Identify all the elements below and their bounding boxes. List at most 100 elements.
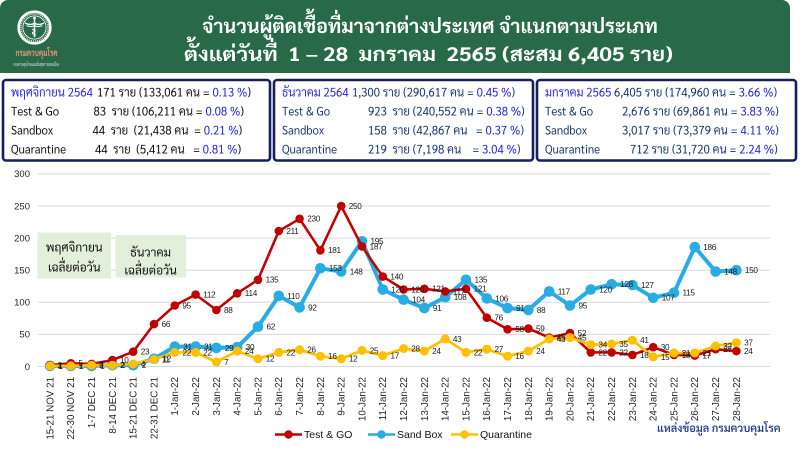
svg-text:22-Jan-22: 22-Jan-22 bbox=[607, 377, 618, 421]
svg-text:23: 23 bbox=[141, 348, 150, 357]
svg-text:5: 5 bbox=[78, 359, 83, 368]
svg-text:2: 2 bbox=[121, 361, 126, 370]
svg-text:17-Jan-22: 17-Jan-22 bbox=[503, 377, 514, 421]
svg-text:153: 153 bbox=[329, 264, 343, 273]
svg-text:2: 2 bbox=[120, 361, 125, 370]
svg-text:95: 95 bbox=[579, 301, 588, 310]
svg-text:13-Jan-22: 13-Jan-22 bbox=[420, 377, 431, 421]
svg-text:117: 117 bbox=[558, 287, 571, 296]
svg-text:21: 21 bbox=[703, 349, 712, 358]
svg-text:128: 128 bbox=[620, 280, 634, 289]
svg-text:181: 181 bbox=[328, 246, 342, 255]
svg-text:58: 58 bbox=[515, 325, 524, 334]
svg-text:24: 24 bbox=[744, 347, 753, 356]
svg-text:250: 250 bbox=[14, 201, 30, 212]
svg-text:18: 18 bbox=[640, 351, 649, 360]
svg-text:1: 1 bbox=[58, 362, 63, 371]
svg-text:14-Jan-22: 14-Jan-22 bbox=[441, 377, 452, 421]
svg-text:24: 24 bbox=[245, 347, 254, 356]
svg-text:16: 16 bbox=[515, 352, 524, 361]
svg-text:Test & GO: Test & GO bbox=[304, 429, 352, 441]
svg-text:2: 2 bbox=[99, 361, 104, 370]
svg-text:27: 27 bbox=[723, 345, 732, 354]
svg-text:22: 22 bbox=[287, 348, 296, 357]
svg-text:8-14 DEC 21: 8-14 DEC 21 bbox=[108, 377, 119, 434]
svg-text:31: 31 bbox=[204, 343, 213, 352]
svg-text:22: 22 bbox=[598, 348, 607, 357]
svg-text:22: 22 bbox=[203, 348, 212, 357]
svg-text:117: 117 bbox=[453, 287, 466, 296]
svg-text:22: 22 bbox=[619, 348, 628, 357]
svg-text:1: 1 bbox=[100, 362, 105, 371]
svg-text:120: 120 bbox=[599, 285, 613, 294]
svg-text:45: 45 bbox=[578, 334, 587, 343]
svg-text:8-Jan-22: 8-Jan-22 bbox=[316, 377, 327, 416]
svg-text:3-Jan-22: 3-Jan-22 bbox=[212, 377, 223, 416]
svg-text:43: 43 bbox=[453, 335, 462, 344]
svg-text:250: 250 bbox=[349, 202, 363, 211]
svg-text:17: 17 bbox=[391, 352, 400, 361]
svg-text:121: 121 bbox=[474, 285, 488, 294]
svg-text:120: 120 bbox=[411, 285, 425, 294]
svg-text:43: 43 bbox=[557, 335, 566, 344]
svg-text:22-30 NOV 21: 22-30 NOV 21 bbox=[66, 377, 77, 440]
svg-text:114: 114 bbox=[245, 289, 258, 298]
svg-text:Sand Box: Sand Box bbox=[397, 429, 443, 441]
svg-text:17: 17 bbox=[702, 352, 711, 361]
svg-text:2: 2 bbox=[142, 361, 147, 370]
svg-text:52: 52 bbox=[578, 329, 587, 338]
svg-text:27: 27 bbox=[495, 345, 504, 354]
svg-text:34: 34 bbox=[599, 341, 608, 350]
svg-text:23-Jan-22: 23-Jan-22 bbox=[628, 377, 639, 421]
svg-text:31: 31 bbox=[183, 343, 192, 352]
svg-text:0: 0 bbox=[25, 362, 30, 373]
svg-text:18-Jan-22: 18-Jan-22 bbox=[524, 377, 535, 421]
svg-text:26: 26 bbox=[307, 346, 316, 355]
svg-text:6-Jan-22: 6-Jan-22 bbox=[274, 377, 285, 416]
svg-text:4: 4 bbox=[141, 360, 146, 369]
svg-text:22: 22 bbox=[183, 348, 192, 357]
svg-text:15: 15 bbox=[661, 353, 670, 362]
svg-text:45: 45 bbox=[557, 334, 566, 343]
svg-text:41: 41 bbox=[640, 336, 649, 345]
svg-text:19-Jan-22: 19-Jan-22 bbox=[545, 377, 556, 421]
svg-text:15-21 DEC 21: 15-21 DEC 21 bbox=[129, 377, 140, 439]
svg-text:140: 140 bbox=[390, 273, 404, 282]
svg-text:15-21 NOV 21: 15-21 NOV 21 bbox=[45, 377, 56, 440]
svg-text:20-Jan-22: 20-Jan-22 bbox=[565, 377, 576, 421]
svg-text:108: 108 bbox=[454, 293, 468, 302]
svg-text:30: 30 bbox=[661, 343, 670, 352]
svg-text:24: 24 bbox=[432, 347, 441, 356]
svg-text:12: 12 bbox=[266, 355, 275, 364]
svg-text:104: 104 bbox=[412, 296, 426, 305]
svg-text:135: 135 bbox=[475, 276, 489, 285]
svg-text:135: 135 bbox=[266, 276, 280, 285]
svg-text:29: 29 bbox=[225, 344, 234, 353]
svg-text:200: 200 bbox=[14, 233, 30, 244]
svg-text:Quarantine: Quarantine bbox=[480, 429, 532, 441]
svg-text:25-Jan-22: 25-Jan-22 bbox=[669, 377, 680, 421]
svg-text:150: 150 bbox=[745, 266, 759, 275]
svg-text:106: 106 bbox=[495, 294, 509, 303]
svg-text:120: 120 bbox=[391, 285, 405, 294]
svg-text:88: 88 bbox=[537, 306, 546, 315]
svg-text:62: 62 bbox=[267, 323, 276, 332]
svg-text:35: 35 bbox=[619, 340, 628, 349]
svg-text:22: 22 bbox=[474, 348, 483, 357]
svg-text:92: 92 bbox=[308, 303, 317, 312]
svg-text:21-Jan-22: 21-Jan-22 bbox=[586, 377, 597, 421]
svg-text:91: 91 bbox=[516, 304, 525, 313]
svg-text:59: 59 bbox=[536, 325, 545, 334]
svg-text:11: 11 bbox=[162, 355, 171, 364]
svg-text:15-Jan-22: 15-Jan-22 bbox=[461, 377, 472, 421]
svg-text:88: 88 bbox=[224, 306, 233, 315]
svg-text:2-Jan-22: 2-Jan-22 bbox=[191, 377, 202, 416]
svg-text:32: 32 bbox=[723, 342, 732, 351]
svg-text:27-Jan-22: 27-Jan-22 bbox=[711, 377, 722, 421]
svg-text:127: 127 bbox=[641, 281, 655, 290]
svg-text:150: 150 bbox=[14, 266, 30, 277]
svg-text:16: 16 bbox=[328, 352, 337, 361]
svg-text:76: 76 bbox=[494, 314, 503, 323]
svg-text:211: 211 bbox=[286, 227, 299, 236]
svg-text:1-Jan-22: 1-Jan-22 bbox=[170, 377, 181, 416]
